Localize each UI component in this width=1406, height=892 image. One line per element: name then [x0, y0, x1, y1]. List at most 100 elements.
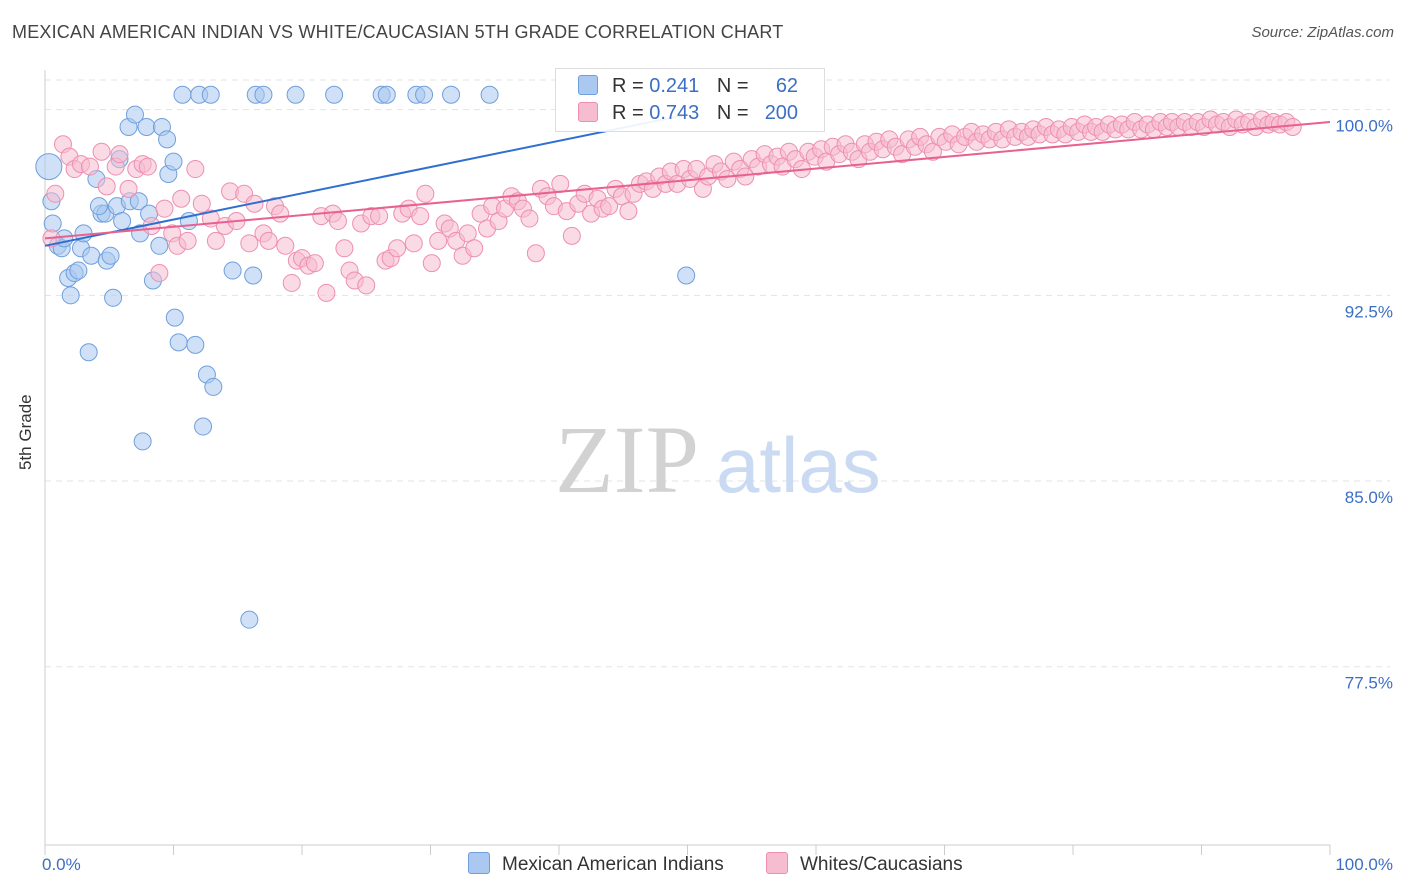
scatter-point-pink [619, 202, 638, 221]
scatter-point-blue [35, 153, 63, 181]
y-tick-label: 92.5% [1345, 302, 1393, 321]
watermark-atlas: atlas [716, 421, 881, 509]
scatter-point-blue [164, 152, 183, 171]
scatter-point-pink [388, 239, 407, 258]
y-axis-label: 5th Grade [16, 394, 35, 470]
scatter-point-blue [89, 197, 108, 216]
scatter-point-blue [69, 261, 88, 280]
scatter-point-blue [480, 85, 499, 104]
x-tick-label: 0.0% [42, 855, 81, 874]
scatter-point-pink [328, 212, 347, 231]
scatter-point-pink [271, 204, 290, 223]
series-whites-caucasians [42, 110, 1302, 302]
scatter-point-pink [186, 160, 205, 179]
legend-r-value: 0.241 [649, 75, 700, 97]
scatter-point-blue [79, 343, 98, 362]
scatter-point-pink [192, 194, 211, 213]
scatter-point-blue [113, 212, 132, 231]
scatter-point-blue [158, 130, 177, 149]
legend-row-blue: R = 0.241 N = 62 [578, 75, 798, 99]
scatter-point-pink [110, 145, 129, 164]
y-tick-label: 85.0% [1345, 488, 1393, 507]
scatter-point-pink [1283, 117, 1302, 136]
legend-n-label: N = [716, 102, 749, 124]
y-tick-label: 100.0% [1335, 117, 1393, 136]
scatter-point-pink [370, 207, 389, 226]
scatter-point-pink [458, 224, 477, 243]
scatter-point-blue [186, 335, 205, 354]
scatter-point-pink [276, 236, 295, 255]
scatter-point-blue [377, 85, 396, 104]
scatter-point-pink [240, 234, 259, 253]
legend-r-value: 0.743 [649, 102, 700, 124]
bottom-legend-swatch-pink [766, 852, 788, 874]
scatter-point-pink [155, 199, 174, 218]
trend-line-pink [44, 121, 1331, 240]
legend-n-value: 62 [775, 75, 799, 97]
trend-lines [44, 113, 1331, 247]
bottom-legend-item-whites-caucasians: Whites/Caucasians [766, 852, 963, 876]
scatter-point-blue [61, 286, 80, 305]
scatter-point-pink [422, 254, 441, 273]
scatter-point-pink [80, 157, 99, 176]
legend-swatch-pink [578, 102, 598, 122]
scatter-point-blue [286, 85, 305, 104]
scatter-point-pink [520, 209, 539, 228]
scatter-point-pink [119, 179, 138, 198]
scatter-point-pink [411, 207, 430, 226]
scatter-point-pink [335, 239, 354, 258]
scatter-point-blue [125, 105, 144, 124]
scatter-point-blue [223, 261, 242, 280]
scatter-point-pink [46, 184, 65, 203]
bottom-legend-item-mexican-american-indians: Mexican American Indians [468, 852, 724, 876]
y-tick-label: 77.5% [1345, 674, 1393, 693]
scatter-point-pink [718, 169, 737, 188]
source-label: Source: ZipAtlas.com [1251, 24, 1394, 41]
scatter-point-pink [172, 189, 191, 208]
scatter-point-blue [173, 85, 192, 104]
scatter-point-pink [178, 231, 197, 250]
legend-swatch-blue [578, 75, 598, 95]
scatter-point-blue [101, 246, 120, 265]
scatter-point-pink [92, 142, 111, 161]
chart-title: MEXICAN AMERICAN INDIAN VS WHITE/CAUCASI… [12, 22, 784, 42]
scatter-point-blue [244, 266, 263, 285]
scatter-point-blue [442, 85, 461, 104]
scatter-point-pink [404, 234, 423, 253]
scatter-point-pink [562, 226, 581, 245]
scatter-point-blue [325, 85, 344, 104]
legend-n-value: 200 [764, 102, 799, 124]
scatter-point-pink [259, 231, 278, 250]
trend-line-blue [44, 113, 688, 247]
scatter-point-pink [282, 273, 301, 292]
scatter-point-pink [465, 239, 484, 258]
scatter-point-pink [416, 184, 435, 203]
watermark-zip: ZIP [555, 406, 699, 513]
scatter-point-blue [137, 117, 156, 136]
scatter-point-pink [600, 197, 619, 216]
scatter-point-pink [97, 177, 116, 196]
scatter-point-blue [129, 192, 148, 211]
scatter-point-pink [526, 244, 545, 263]
scatter-point-blue [677, 266, 696, 285]
scatter-point-blue [194, 417, 213, 436]
scatter-point-pink [138, 157, 157, 176]
scatter-point-pink [429, 231, 448, 250]
bottom-legend-label-pink: Whites/Caucasians [800, 854, 963, 875]
scatter-point-blue [415, 85, 434, 104]
watermark: ZIP atlas [555, 406, 881, 513]
legend-n-label: N = [716, 75, 749, 97]
scatter-point-blue [201, 85, 220, 104]
scatter-point-blue [165, 308, 184, 327]
scatter-point-pink [317, 283, 336, 302]
scatter-point-pink [150, 264, 169, 283]
scatter-point-blue [240, 610, 259, 629]
scatter-point-pink [551, 174, 570, 193]
scatter-point-pink [357, 276, 376, 295]
legend-r-label: R = [612, 102, 644, 124]
scatter-point-blue [150, 236, 169, 255]
scatter-point-blue [133, 432, 152, 451]
scatter-point-blue [169, 333, 188, 352]
legend-r-label: R = [612, 75, 644, 97]
